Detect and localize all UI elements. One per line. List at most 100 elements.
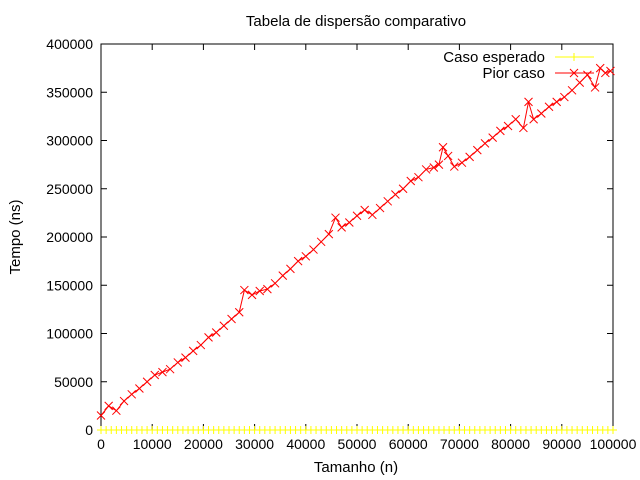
data-point-pior-caso [227, 314, 236, 324]
legend-marker [570, 53, 578, 61]
data-point-pior-caso [293, 256, 303, 266]
data-point-pior-caso [480, 139, 490, 148]
series-layer [96, 63, 617, 434]
data-point-pior-caso [383, 196, 393, 206]
data-point-pior-caso [142, 377, 152, 387]
x-axis-ticks: 0 10000 20000 30000 40000 50000 60000 70000 8000… [97, 44, 637, 452]
data-point-pior-caso [496, 126, 505, 136]
data-point-pior-caso [567, 85, 577, 95]
legend-marker [569, 68, 579, 78]
data-point-pior-caso [196, 340, 206, 350]
data-point-pior-caso [414, 172, 423, 182]
data-point-pior-caso [472, 145, 482, 155]
y-tick-label: 250000 [46, 181, 93, 197]
data-point-pior-caso [600, 68, 610, 78]
data-point-caso-esperado [609, 426, 617, 434]
y-tick-label: 350000 [46, 84, 93, 100]
legend-label-caso-esperado: Caso esperado [443, 49, 545, 66]
y-tick-label: 400000 [46, 36, 93, 52]
x-tick-label: 100000 [590, 436, 637, 452]
data-point-pior-caso [127, 389, 137, 399]
data-point-pior-caso [286, 264, 295, 274]
data-point-pior-caso [247, 290, 257, 300]
x-tick-label: 30000 [235, 436, 274, 452]
y-tick-label: 50000 [54, 374, 93, 390]
x-tick-label: 20000 [184, 436, 223, 452]
data-point-pior-caso [204, 333, 213, 342]
data-point-pior-caso [104, 401, 114, 411]
y-tick-label: 150000 [46, 277, 93, 293]
data-point-pior-caso [544, 102, 554, 112]
data-point-pior-caso [375, 203, 385, 213]
data-point-pior-caso [352, 211, 362, 221]
x-tick-label: 60000 [389, 436, 428, 452]
chart-title: Tabela de dispersão comparativo [246, 13, 466, 30]
data-point-pior-caso [519, 123, 528, 133]
data-point-pior-caso [309, 245, 318, 254]
data-point-pior-caso [234, 307, 244, 317]
data-point-pior-caso [443, 151, 453, 161]
data-point-pior-caso [112, 406, 121, 416]
series-pior-caso [96, 63, 615, 420]
data-point-pior-caso [119, 396, 129, 406]
x-tick-label: 40000 [286, 436, 325, 452]
x-axis-label: Tamanho (n) [314, 459, 398, 476]
data-point-pior-caso [211, 328, 221, 337]
data-point-pior-caso [606, 66, 615, 76]
data-point-pior-caso [263, 284, 272, 294]
data-point-pior-caso [360, 205, 370, 215]
data-point-pior-caso [536, 109, 546, 118]
data-point-pior-caso [488, 133, 498, 142]
data-point-pior-caso [583, 70, 592, 80]
y-tick-label: 0 [85, 422, 93, 438]
data-point-pior-caso [552, 97, 562, 107]
data-point-pior-caso [438, 142, 448, 152]
data-point-pior-caso [560, 92, 569, 102]
data-point-pior-caso [150, 370, 160, 380]
data-point-pior-caso [158, 367, 167, 377]
x-tick-label: 80000 [491, 436, 530, 452]
data-point-pior-caso [590, 83, 600, 92]
data-point-pior-caso [240, 285, 249, 295]
y-axis-ticks: 0 50000 100000 150000 200000 250000 300000 3500… [46, 36, 613, 438]
data-point-pior-caso [391, 190, 400, 199]
data-point-pior-caso [529, 114, 538, 124]
data-point-pior-caso [398, 184, 408, 194]
data-point-pior-caso [96, 411, 106, 420]
data-point-pior-caso [457, 158, 467, 168]
data-point-pior-caso [316, 237, 326, 247]
legend-sample-caso-esperado [555, 53, 594, 61]
data-point-pior-caso [270, 278, 280, 288]
legend: Caso esperado Pior caso [443, 49, 594, 82]
x-tick-label: 10000 [133, 436, 172, 452]
legend-sample-pior-caso [555, 68, 594, 78]
data-point-pior-caso [449, 162, 459, 171]
data-point-pior-caso [575, 78, 585, 87]
data-point-pior-caso [135, 384, 144, 393]
series-caso-esperado [97, 426, 617, 434]
data-point-pior-caso [219, 321, 229, 331]
x-tick-label: 0 [97, 436, 105, 452]
data-point-pior-caso [324, 229, 334, 239]
data-point-pior-caso [331, 213, 340, 223]
data-point-pior-caso [337, 222, 346, 232]
data-point-pior-caso [429, 163, 439, 172]
data-point-pior-caso [511, 114, 521, 124]
data-point-pior-caso [344, 218, 354, 227]
data-point-pior-caso [181, 353, 190, 362]
x-tick-label: 70000 [440, 436, 479, 452]
x-tick-label: 50000 [338, 436, 377, 452]
data-point-pior-caso [421, 165, 431, 174]
data-point-pior-caso [368, 210, 377, 220]
plot-border [100, 43, 614, 431]
y-tick-label: 100000 [46, 326, 93, 342]
data-point-pior-caso [301, 251, 311, 261]
data-point-pior-caso [165, 364, 175, 374]
y-tick-label: 300000 [46, 133, 93, 149]
data-point-pior-caso [173, 358, 183, 367]
data-point-pior-caso [434, 160, 444, 169]
data-point-pior-caso [524, 97, 533, 107]
plot-frame [100, 43, 614, 431]
data-point-pior-caso [406, 176, 416, 186]
